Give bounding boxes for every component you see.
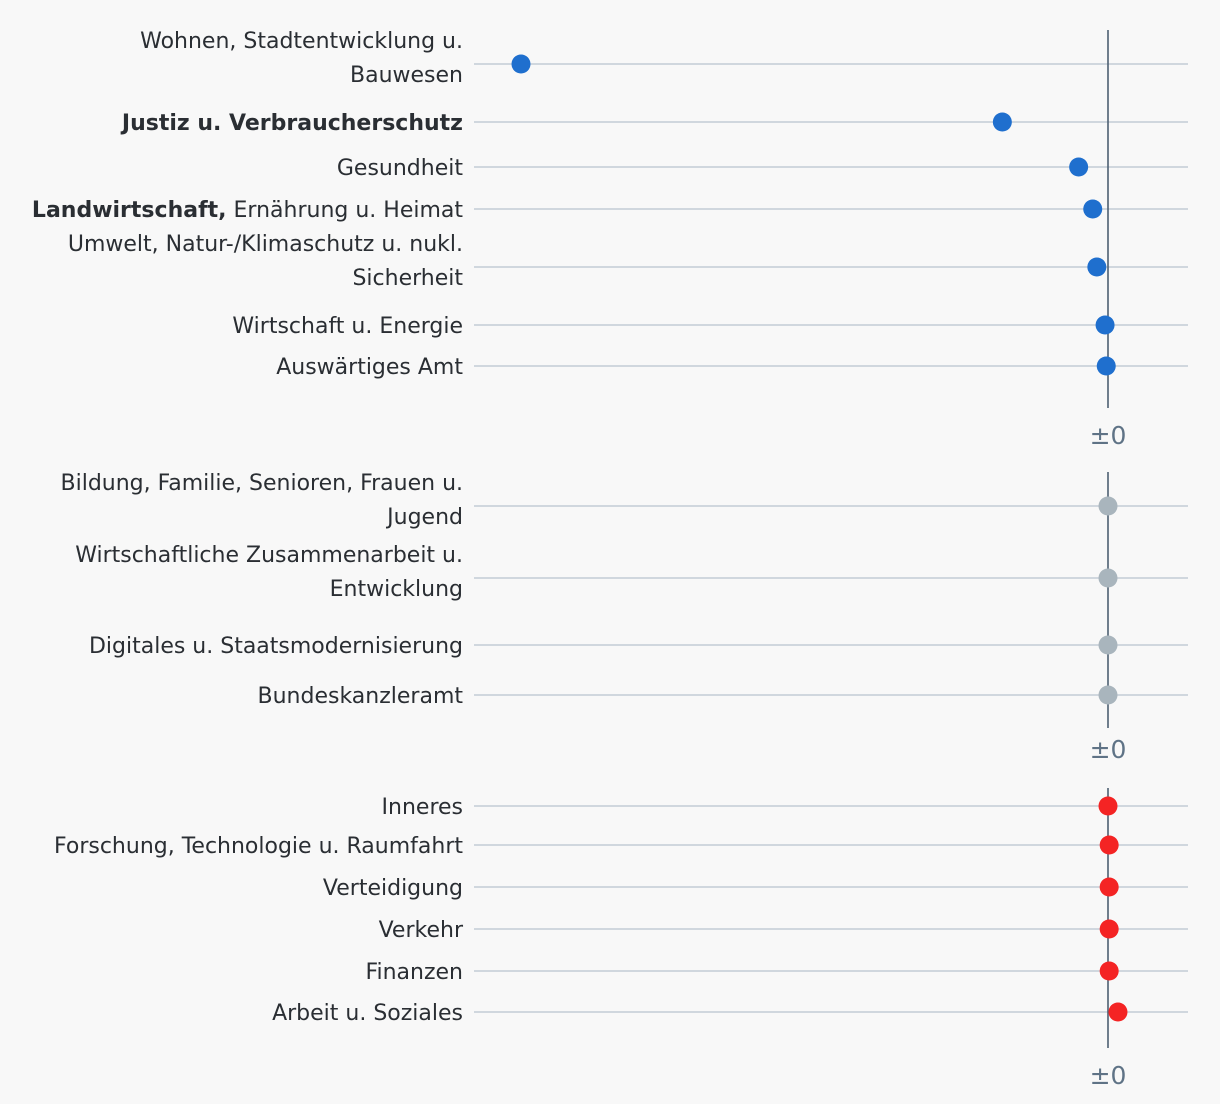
row-label: Auswärtiges Amt bbox=[276, 355, 463, 380]
row-label-line: Bildung, Familie, Senioren, Frauen u. bbox=[61, 471, 464, 496]
row-label: Bildung, Familie, Senioren, Frauen u. Jug… bbox=[61, 471, 464, 530]
data-point-positive bbox=[1099, 919, 1119, 939]
row-label-line: Umwelt, Natur-/Klimaschutz u. nukl. bbox=[68, 232, 463, 257]
chart-group-negative: Wohnen, Stadtentwicklung u. Bauwesen Justi… bbox=[32, 29, 1188, 450]
row-label: Bundeskanzleramt bbox=[258, 684, 464, 709]
data-point-neutral bbox=[1098, 568, 1118, 588]
row-label: Forschung, Technologie u. Raumfahrt bbox=[54, 834, 463, 859]
row-label: Verkehr bbox=[379, 918, 464, 943]
data-point-neutral bbox=[1098, 496, 1118, 516]
data-point-negative bbox=[1087, 257, 1107, 277]
row-label: Wohnen, Stadtentwicklung u. Bauwesen bbox=[140, 29, 463, 88]
data-point-positive bbox=[1099, 877, 1119, 897]
row-label-line: Sicherheit bbox=[352, 266, 463, 291]
row-label-part: Justiz u. Verbraucherschutz bbox=[120, 111, 463, 136]
row-label: Wirtschaftliche Zusammenarbeit u. Entwick… bbox=[75, 543, 463, 602]
row-label-line: Jugend bbox=[385, 505, 463, 530]
row-label-part: Forschung, Technologie u. Raumfahrt bbox=[54, 834, 463, 859]
data-point-negative bbox=[992, 112, 1012, 132]
row-label: Justiz u. Verbraucherschutz bbox=[120, 111, 463, 136]
data-point-positive bbox=[1099, 835, 1119, 855]
row-label-line: Wohnen, Stadtentwicklung u. bbox=[140, 29, 463, 54]
chart-group-positive: Inneres Forschung, Technologie u. Raumfah… bbox=[54, 788, 1188, 1090]
row-label-part: Arbeit u. Soziales bbox=[272, 1001, 463, 1026]
row-label-part: Ernährung u. Heimat bbox=[227, 198, 464, 223]
row-label: Inneres bbox=[382, 795, 463, 820]
row-label-part: Inneres bbox=[382, 795, 463, 820]
row-label: Digitales u. Staatsmodernisierung bbox=[89, 634, 463, 659]
row-label: Umwelt, Natur-/Klimaschutz u. nukl. Siche… bbox=[68, 232, 463, 291]
row-label-part: Verkehr bbox=[379, 918, 464, 943]
zero-tick-label: ±0 bbox=[1090, 421, 1127, 450]
row-label: Finanzen bbox=[365, 960, 463, 985]
row-label-part: Gesundheit bbox=[337, 156, 463, 181]
row-label: Wirtschaft u. Energie bbox=[232, 314, 463, 339]
data-point-negative bbox=[511, 54, 531, 74]
data-point-positive bbox=[1108, 1002, 1128, 1022]
row-label-part: Finanzen bbox=[365, 960, 463, 985]
row-label-line: Wirtschaftliche Zusammenarbeit u. bbox=[75, 543, 463, 568]
row-label: Verteidigung bbox=[323, 876, 463, 901]
chart-group-neutral: Bildung, Familie, Senioren, Frauen u. Jug… bbox=[61, 471, 1188, 764]
data-point-positive bbox=[1099, 961, 1119, 981]
data-point-negative bbox=[1095, 315, 1115, 335]
data-point-negative bbox=[1096, 356, 1116, 376]
row-label-line: Bauwesen bbox=[350, 63, 463, 88]
row-label: Landwirtschaft, Ernährung u. Heimat bbox=[32, 198, 463, 223]
data-point-neutral bbox=[1098, 635, 1118, 655]
row-label-part: Verteidigung bbox=[323, 876, 463, 901]
data-point-negative bbox=[1069, 157, 1089, 177]
row-label-part: Bundeskanzleramt bbox=[258, 684, 464, 709]
data-point-positive bbox=[1098, 796, 1118, 816]
row-label-part: Wirtschaft u. Energie bbox=[232, 314, 463, 339]
zero-tick-label: ±0 bbox=[1090, 735, 1127, 764]
row-label-line: Entwicklung bbox=[330, 577, 463, 602]
data-point-neutral bbox=[1098, 685, 1118, 705]
data-point-negative bbox=[1083, 199, 1103, 219]
zero-tick-label: ±0 bbox=[1090, 1061, 1127, 1090]
row-label: Gesundheit bbox=[337, 156, 463, 181]
row-label-part: Landwirtschaft, bbox=[32, 198, 227, 223]
row-label-part: Digitales u. Staatsmodernisierung bbox=[89, 634, 463, 659]
row-label-part: Auswärtiges Amt bbox=[276, 355, 463, 380]
row-label: Arbeit u. Soziales bbox=[272, 1001, 463, 1026]
